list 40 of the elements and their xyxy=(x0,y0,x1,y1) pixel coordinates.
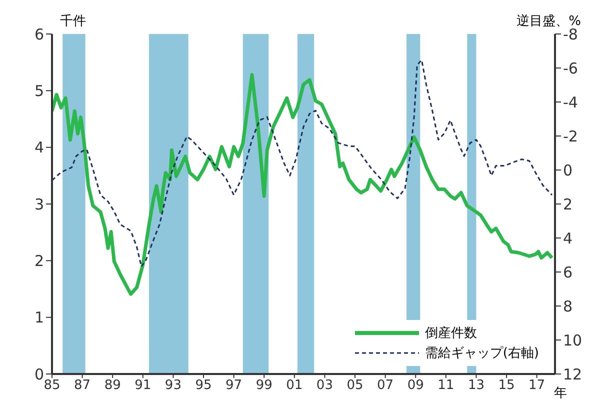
y-tick-label: 0 xyxy=(34,365,44,384)
y-tick-label: 4 xyxy=(34,138,44,157)
x-axis-title: 年 xyxy=(554,385,567,402)
y-tick-label: 6 xyxy=(34,25,44,44)
y-tick-label: 5 xyxy=(34,82,44,100)
legend-label: 需給ギャップ(右軸) xyxy=(424,345,539,362)
line-series xyxy=(52,59,553,268)
x-tick-label: 89 xyxy=(104,378,121,394)
y2-tick-label: 10 xyxy=(563,331,582,350)
y2-tick-label: -6 xyxy=(563,59,578,78)
y-tick-label: 3 xyxy=(34,195,44,214)
x-tick-label: 85 xyxy=(44,378,60,394)
legend-label: 倒産件数 xyxy=(424,325,477,342)
x-tick-label: 15 xyxy=(498,378,515,394)
x-tick-label: 93 xyxy=(164,378,182,394)
y-tick-label: 1 xyxy=(34,308,44,327)
y2-tick-label: -2 xyxy=(563,127,578,146)
x-tick-label: 87 xyxy=(74,378,91,394)
x-tick-label: 95 xyxy=(195,378,212,394)
y2-tick-label: 8 xyxy=(563,297,573,316)
y2-tick-label: 12 xyxy=(563,365,582,384)
x-tick-label: 07 xyxy=(377,378,394,394)
x-tick-label: 99 xyxy=(256,378,272,394)
y-axis-title: 千件 xyxy=(60,13,86,30)
line-series xyxy=(52,73,554,296)
y2-tick-label: 2 xyxy=(563,195,573,214)
y2-tick-label: 0 xyxy=(563,161,573,180)
x-tick-label: 11 xyxy=(438,378,454,394)
x-tick-label: 05 xyxy=(346,378,364,394)
x-tick-label: 09 xyxy=(407,378,424,394)
x-tick-label: 97 xyxy=(226,378,242,394)
y2-tick-label: -4 xyxy=(563,93,578,112)
x-tick-label: 03 xyxy=(316,378,333,394)
y-tick-label: 2 xyxy=(34,252,44,270)
x-tick-label: 01 xyxy=(286,378,303,394)
x-tick-label: 91 xyxy=(134,378,152,394)
x-tick-label: 13 xyxy=(468,378,484,394)
x-tick-label: 17 xyxy=(528,378,546,394)
y2-tick-label: 4 xyxy=(563,229,573,248)
y2-tick-label: 6 xyxy=(563,263,573,282)
